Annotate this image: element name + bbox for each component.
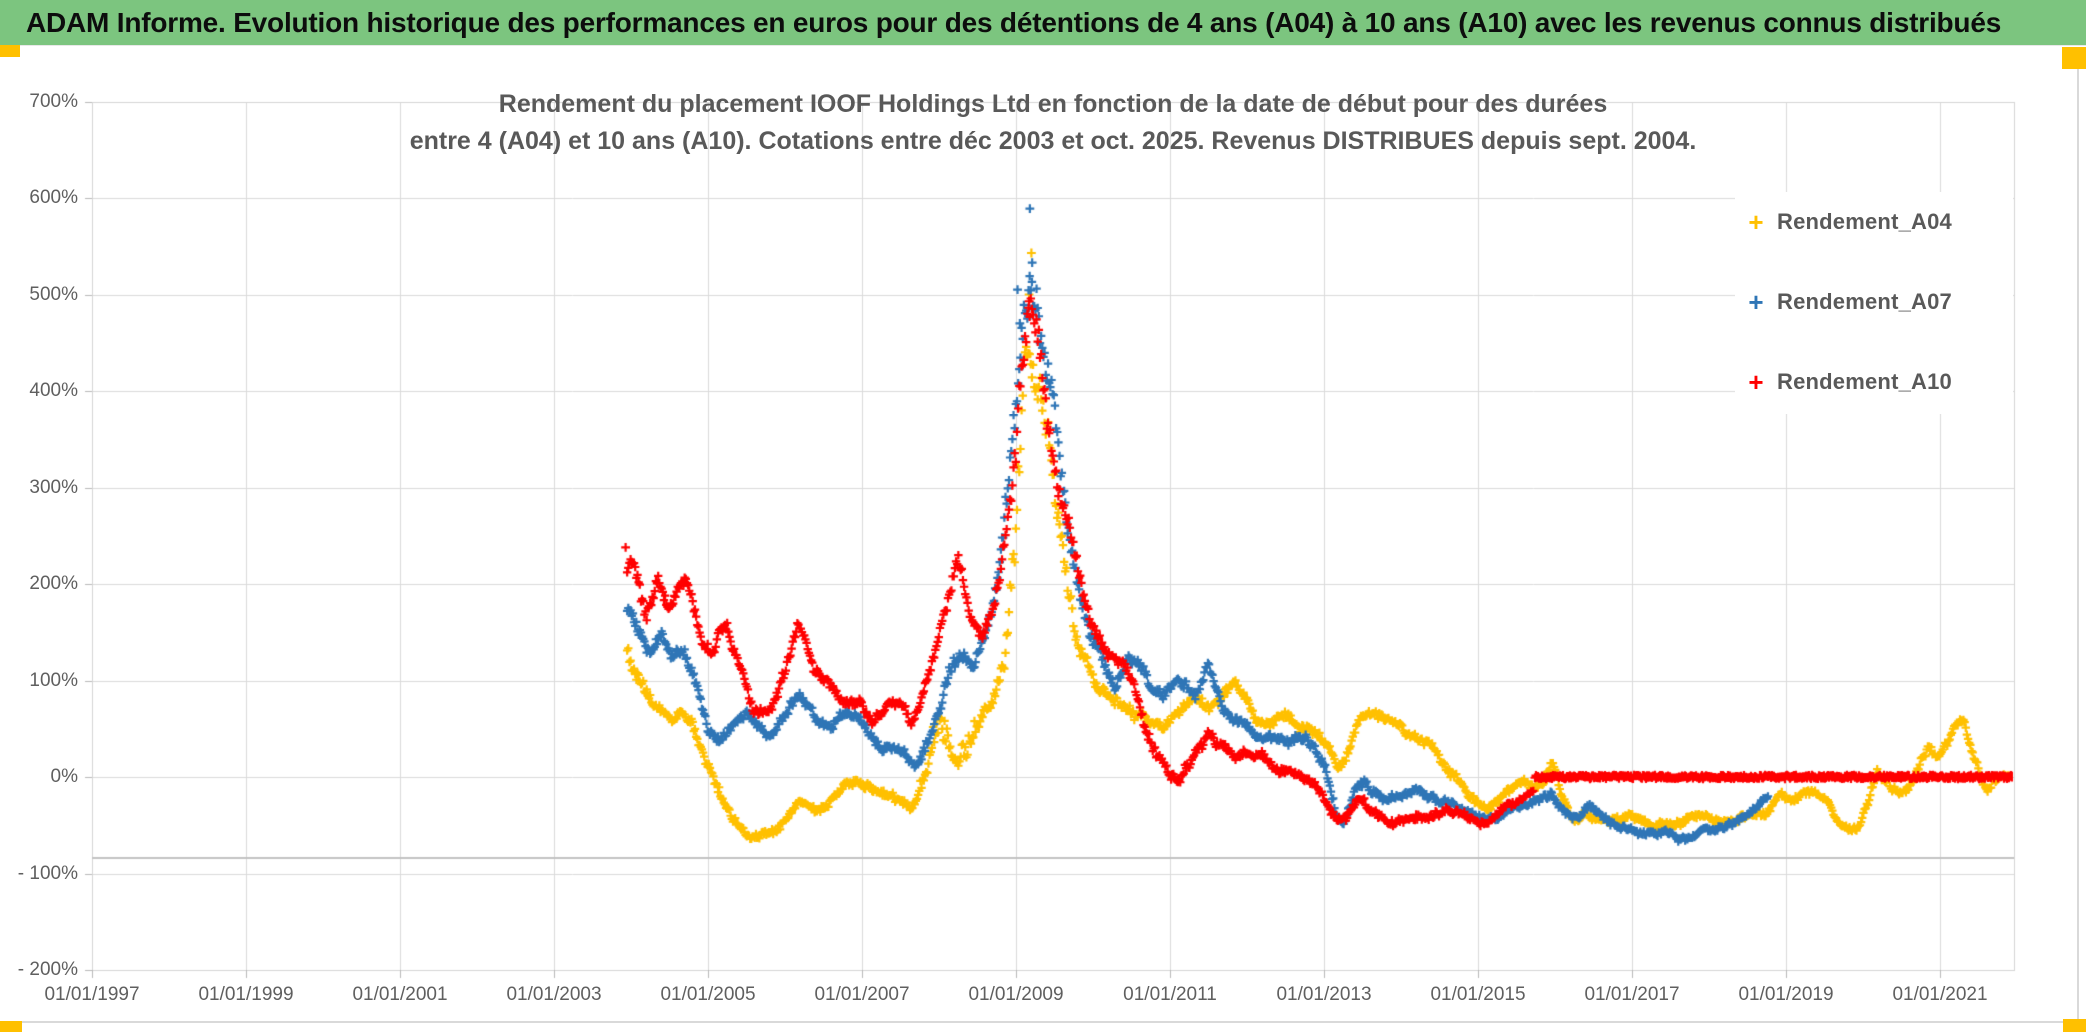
y-tick-label: 600%: [29, 187, 78, 208]
plus-marker-icon: +: [1748, 287, 1764, 317]
y-tick-label: - 200%: [17, 959, 78, 980]
corner-accent-top-left: [0, 45, 20, 57]
corner-accent-bottom-right: [2063, 1019, 2086, 1032]
x-tick-label: 01/01/2003: [506, 984, 602, 1005]
plus-marker-icon: +: [1748, 367, 1764, 397]
y-tick-label: 0%: [50, 766, 78, 787]
legend-item-rendement-a07[interactable]: + Rendement_A07: [1735, 286, 2013, 318]
x-tick-label: 01/01/2021: [1892, 984, 1988, 1005]
x-tick-label: 01/01/2001: [352, 984, 448, 1005]
legend: + Rendement_A04 + Rendement_A07 + Rendem…: [1735, 192, 2013, 414]
corner-accent-top-right: [2062, 47, 2086, 69]
legend-item-rendement-a04[interactable]: + Rendement_A04: [1735, 206, 2013, 238]
x-tick-label: 01/01/1999: [198, 984, 294, 1005]
plus-marker-icon: +: [1748, 207, 1764, 237]
x-tick-label: 01/01/2009: [968, 984, 1064, 1005]
y-tick-label: - 100%: [17, 862, 78, 884]
legend-label: Rendement_A04: [1777, 209, 1952, 234]
y-tick-label: 400%: [29, 380, 78, 401]
y-tick-label: 200%: [29, 573, 78, 594]
x-tick-label: 01/01/2011: [1123, 984, 1217, 1005]
x-tick-label: 01/01/2017: [1584, 984, 1680, 1005]
x-tick-label: 01/01/1997: [44, 984, 140, 1005]
legend-label: Rendement_A07: [1777, 289, 1952, 314]
y-tick-label: 300%: [29, 476, 78, 498]
x-tick-label: 01/01/2013: [1276, 984, 1372, 1005]
x-tick-label: 01/01/2019: [1738, 984, 1834, 1005]
legend-label: Rendement_A10: [1777, 369, 1952, 394]
x-tick-label: 01/01/2007: [814, 984, 910, 1005]
legend-item-rendement-a10[interactable]: + Rendement_A10: [1735, 366, 2013, 398]
corner-accent-bottom-left: [0, 1021, 22, 1032]
y-tick-label: 500%: [29, 283, 78, 305]
y-tick-label: 100%: [29, 669, 78, 691]
x-tick-label: 01/01/2015: [1430, 984, 1526, 1005]
y-tick-label: 700%: [29, 90, 78, 112]
x-tick-label: 01/01/2005: [660, 984, 756, 1005]
